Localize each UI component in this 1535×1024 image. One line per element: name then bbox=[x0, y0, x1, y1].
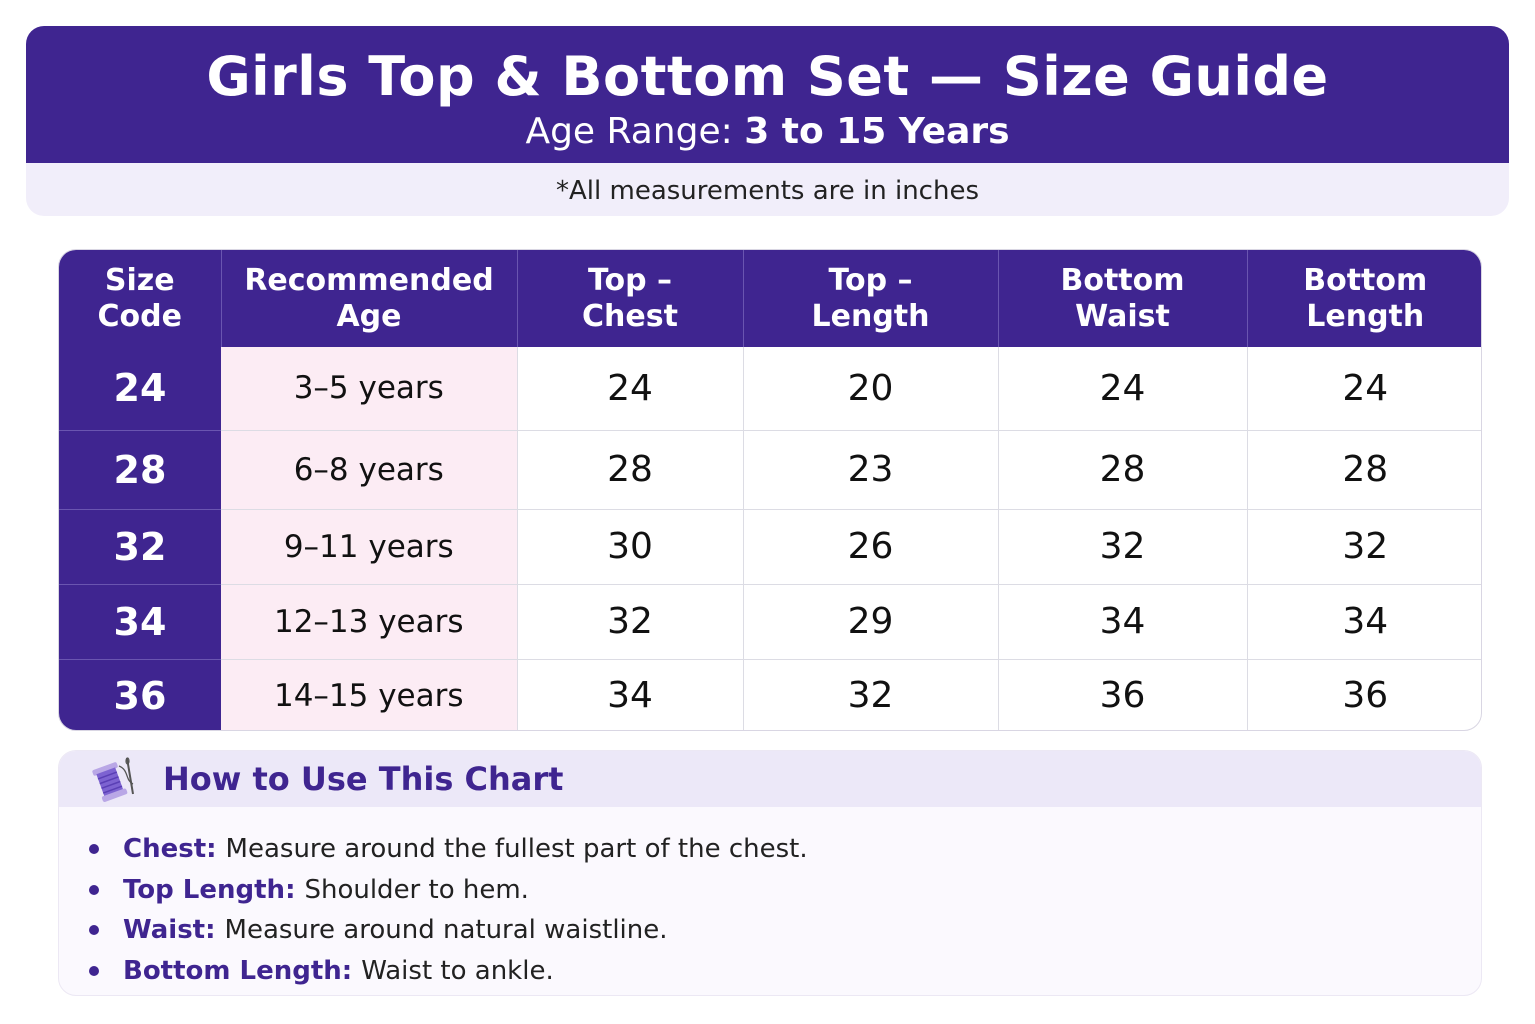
list-item-text: Measure around natural waistline. bbox=[224, 915, 668, 945]
list-item-text: Measure around the fullest part of the c… bbox=[225, 834, 808, 864]
size-table-card: Size Code Recommended Age Top – Chest Top –… bbox=[58, 249, 1482, 731]
top-chest-cell: 34 bbox=[517, 659, 744, 730]
table-row: 32 9–11 years 30 26 32 32 bbox=[59, 509, 1481, 585]
table-row: 36 14–15 years 34 32 36 36 bbox=[59, 659, 1481, 730]
bullet-icon bbox=[89, 925, 99, 936]
top-length-cell: 32 bbox=[743, 659, 999, 730]
table-row: 34 12–13 years 32 29 34 34 bbox=[59, 584, 1481, 660]
list-item-text: Waist to ankle. bbox=[361, 955, 554, 986]
bottom-waist-cell: 34 bbox=[998, 584, 1248, 660]
age-range-label: Age Range: bbox=[525, 111, 733, 152]
size-code-cell: 34 bbox=[59, 584, 221, 660]
col-header-bottom-waist: Bottom Waist bbox=[998, 250, 1248, 347]
col-header-top-length: Top – Length bbox=[743, 250, 999, 347]
header-band: Girls Top & Bottom Set — Size Guide Age … bbox=[26, 26, 1509, 163]
bullet-icon bbox=[89, 965, 99, 976]
size-code-cell: 28 bbox=[59, 430, 221, 510]
list-item: Chest: Measure around the fullest part o… bbox=[89, 829, 1481, 870]
how-to-use-list: Chest: Measure around the fullest part o… bbox=[59, 807, 1481, 991]
list-item-term: Bottom Length: bbox=[123, 955, 353, 986]
list-item-term: Top Length: bbox=[123, 874, 296, 905]
age-range-subtitle: Age Range: 3 to 15 Years bbox=[26, 110, 1509, 154]
how-to-use-header: How to Use This Chart bbox=[59, 751, 1481, 807]
top-length-cell: 29 bbox=[743, 584, 999, 660]
col-header-recommended-age: Recommended Age bbox=[221, 250, 518, 347]
col-header-top-chest: Top – Chest bbox=[517, 250, 744, 347]
age-cell: 12–13 years bbox=[221, 584, 518, 660]
how-to-use-title: How to Use This Chart bbox=[163, 760, 564, 798]
size-code-cell: 36 bbox=[59, 659, 221, 730]
age-range-value: 3 to 15 Years bbox=[744, 111, 1010, 152]
age-cell: 9–11 years bbox=[221, 509, 518, 585]
list-item: Waist: Measure around natural waistline. bbox=[89, 910, 1481, 951]
bottom-length-cell: 36 bbox=[1342, 675, 1389, 717]
bottom-length-cell: 28 bbox=[1247, 430, 1481, 510]
top-chest-cell: 24 bbox=[517, 347, 744, 431]
top-length-cell: 26 bbox=[743, 509, 999, 585]
bottom-waist-cell: 36 bbox=[998, 659, 1248, 730]
list-item-term: Chest: bbox=[123, 834, 217, 864]
list-item-term: Waist: bbox=[123, 915, 216, 945]
col-header-bottom-length: Bottom Length bbox=[1247, 250, 1481, 347]
measurement-note: *All measurements are in inches bbox=[556, 176, 979, 206]
age-cell: 14–15 years bbox=[221, 659, 518, 730]
bullet-icon bbox=[89, 884, 99, 895]
bottom-length-cell: 32 bbox=[1247, 509, 1481, 585]
top-length-cell: 23 bbox=[743, 430, 999, 510]
age-cell: 3–5 years bbox=[221, 347, 518, 431]
list-item: Bottom Length: Waist to ankle. bbox=[89, 951, 1481, 992]
bottom-waist-cell: 28 bbox=[998, 430, 1248, 510]
list-item: Top Length: Shoulder to hem. bbox=[89, 870, 1481, 911]
col-header-size-code: Size Code bbox=[59, 250, 222, 347]
size-code-cell: 32 bbox=[59, 509, 221, 585]
age-cell: 6–8 years bbox=[221, 430, 518, 510]
page-title: Girls Top & Bottom Set — Size Guide bbox=[206, 45, 1329, 108]
bottom-waist-cell: 32 bbox=[998, 509, 1248, 585]
header-card: Girls Top & Bottom Set — Size Guide Age … bbox=[26, 26, 1509, 216]
list-item-text: Shoulder to hem. bbox=[304, 874, 529, 905]
top-chest-cell: 32 bbox=[517, 584, 744, 660]
bottom-length-cell: 34 bbox=[1247, 584, 1481, 660]
table-header-row: Size Code Recommended Age Top – Chest Top –… bbox=[59, 250, 1481, 347]
top-chest-cell: 28 bbox=[517, 430, 744, 510]
thread-spool-needle-icon bbox=[92, 757, 134, 802]
size-table: Size Code Recommended Age Top – Chest Top –… bbox=[59, 250, 1481, 730]
bottom-length-cell: 24 bbox=[1247, 347, 1481, 431]
how-to-use-card: How to Use This Chart Chest: Measure aro… bbox=[58, 750, 1482, 996]
top-chest-cell: 30 bbox=[517, 509, 744, 585]
bottom-waist-cell: 24 bbox=[998, 347, 1248, 431]
bullet-icon bbox=[89, 844, 99, 855]
size-code-cell: 24 bbox=[59, 347, 221, 431]
table-row: 28 6–8 years 28 23 28 28 bbox=[59, 430, 1481, 510]
table-row: 24 3–5 years 24 20 24 24 bbox=[59, 347, 1481, 431]
top-length-cell: 20 bbox=[743, 347, 999, 431]
